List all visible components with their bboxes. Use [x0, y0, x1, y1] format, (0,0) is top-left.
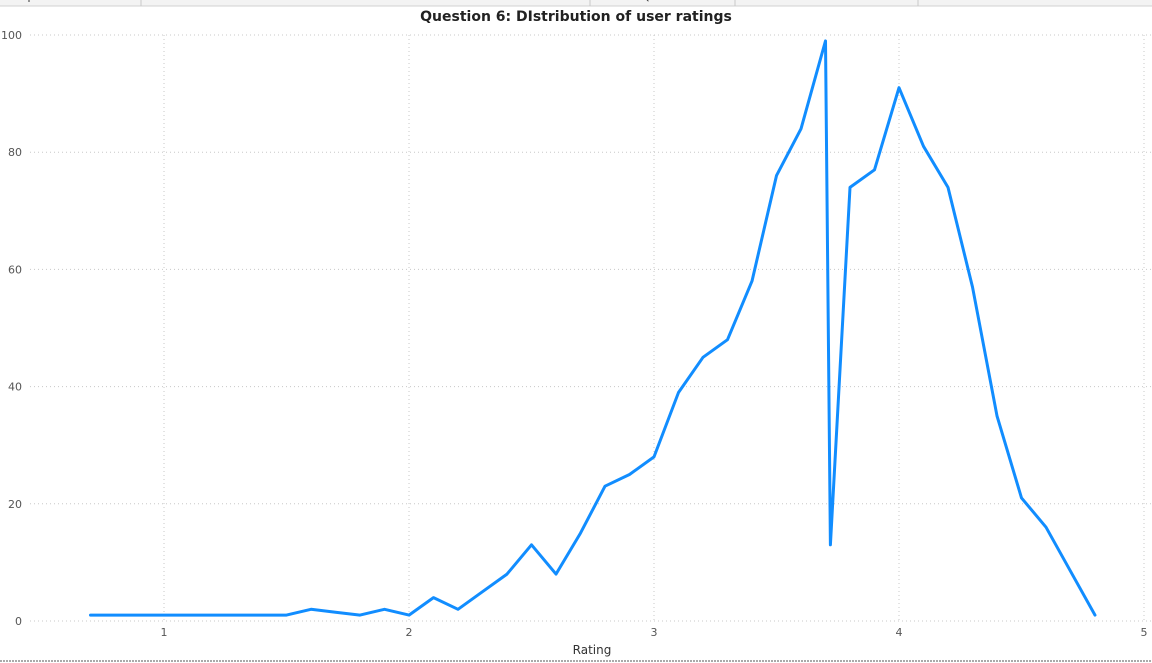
x-axis-label: Rating	[573, 643, 612, 657]
y-tick-label: 40	[8, 381, 22, 394]
ribbon-group-label: Insert	[809, 0, 841, 3]
x-tick-label: 3	[651, 626, 658, 639]
y-tick-label: 100	[1, 29, 22, 42]
x-tick-label: 5	[1141, 626, 1148, 639]
y-tick-label: 0	[15, 615, 22, 628]
chart-title: Question 6: DIstribution of user ratings	[420, 9, 732, 25]
x-tick-label: 2	[406, 626, 413, 639]
y-tick-label: 80	[8, 146, 22, 159]
ribbon-group-label: Data	[353, 0, 379, 3]
data-line	[89, 39, 1097, 617]
ribbon-group-label: Clipboard	[14, 0, 67, 3]
x-tick-label: 1	[161, 626, 168, 639]
ribbon-group-label: Queries	[642, 0, 685, 3]
ribbon-strip	[0, 0, 1152, 6]
y-tick-label: 60	[8, 263, 22, 276]
x-tick-label: 4	[896, 626, 903, 639]
y-tick-label: 20	[8, 498, 22, 511]
ribbon-group-label: Calculations	[1001, 0, 1068, 3]
